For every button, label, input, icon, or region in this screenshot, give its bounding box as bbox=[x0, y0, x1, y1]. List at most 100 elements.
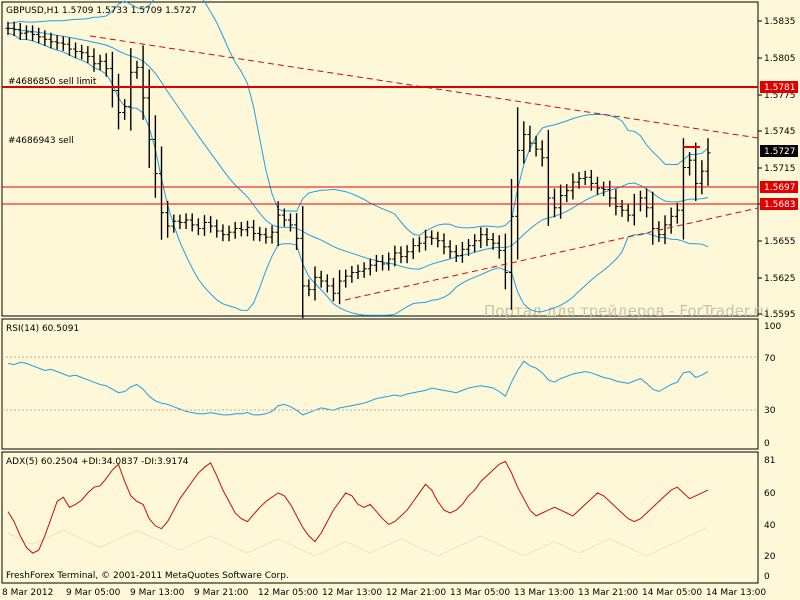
time-axis: 8 Mar 2012 9 Mar 05:00 9 Mar 13:00 9 Mar… bbox=[2, 588, 766, 598]
candle bbox=[459, 241, 465, 263]
candle bbox=[226, 225, 232, 242]
candle bbox=[466, 239, 472, 256]
candle bbox=[478, 227, 484, 249]
candle bbox=[140, 45, 146, 120]
time-tick: 12 Mar 13:00 bbox=[322, 588, 382, 598]
candle bbox=[195, 218, 201, 236]
symbol-info: GBPUSD,H1 1.5709 1.5733 1.5709 1.5727 bbox=[6, 6, 197, 16]
candle bbox=[386, 252, 392, 271]
candle bbox=[263, 228, 269, 244]
rsi-title: RSI(14) 60.5091 bbox=[6, 324, 79, 334]
candle bbox=[410, 238, 416, 260]
level-1-tag-text: 1.5781 bbox=[764, 83, 796, 93]
candle bbox=[91, 48, 97, 72]
candle bbox=[165, 200, 171, 238]
adx-tick: 81 bbox=[764, 456, 775, 466]
candle bbox=[423, 229, 429, 251]
candle bbox=[343, 269, 349, 288]
candle bbox=[177, 214, 183, 230]
support-trendline[interactable] bbox=[344, 207, 759, 301]
candle bbox=[373, 254, 379, 272]
candle bbox=[644, 188, 650, 218]
candle bbox=[134, 60, 140, 79]
price-tick: 1.5625 bbox=[764, 274, 796, 284]
candle bbox=[146, 69, 152, 168]
candle bbox=[435, 231, 441, 248]
time-tick: 13 Mar 13:00 bbox=[514, 588, 574, 598]
copyright-footer: FreshForex Terminal, © 2001-2011 MetaQuo… bbox=[6, 571, 289, 581]
candle bbox=[116, 73, 122, 130]
candle bbox=[349, 265, 355, 283]
candle bbox=[128, 48, 134, 131]
time-tick: 12 Mar 05:00 bbox=[258, 588, 318, 598]
candle bbox=[656, 221, 662, 242]
price-tick: 1.5595 bbox=[764, 310, 796, 320]
candle bbox=[613, 189, 619, 216]
candle bbox=[159, 146, 165, 240]
candle bbox=[171, 214, 177, 233]
current-price-tag-text: 1.5727 bbox=[764, 147, 796, 157]
candle bbox=[183, 213, 189, 230]
price-tick: 1.5655 bbox=[764, 237, 796, 247]
candle bbox=[97, 54, 103, 71]
order-label-1: #4686850 sell limit bbox=[8, 77, 97, 87]
candle bbox=[251, 219, 257, 241]
candle bbox=[36, 27, 42, 44]
candle bbox=[496, 235, 502, 259]
rsi-panel-frame bbox=[1, 318, 759, 450]
time-tick: 13 Mar 05:00 bbox=[450, 588, 510, 598]
di-series bbox=[7, 526, 709, 557]
candle bbox=[79, 44, 85, 60]
level-2-tag bbox=[760, 181, 798, 193]
candle bbox=[576, 171, 582, 189]
candle bbox=[318, 270, 324, 288]
price-tick: 1.5745 bbox=[764, 127, 796, 137]
candle bbox=[607, 180, 613, 207]
candle bbox=[521, 121, 527, 164]
candle bbox=[103, 53, 109, 77]
time-tick: 9 Mar 05:00 bbox=[66, 588, 121, 598]
level-1-tag bbox=[760, 81, 798, 93]
adx-tick: 0 bbox=[764, 572, 770, 582]
candle bbox=[238, 221, 244, 237]
candle bbox=[380, 254, 386, 271]
adx-axis: 81 60 40 20 0 bbox=[764, 456, 776, 582]
candle bbox=[680, 138, 686, 240]
candle bbox=[625, 203, 631, 222]
candle bbox=[515, 107, 521, 260]
candle bbox=[23, 25, 29, 40]
candle bbox=[441, 233, 447, 255]
candle bbox=[484, 228, 490, 247]
candle bbox=[232, 221, 238, 239]
candle bbox=[300, 206, 306, 319]
price-tick: 1.5715 bbox=[764, 164, 796, 174]
candle bbox=[220, 224, 226, 242]
candle bbox=[650, 191, 656, 245]
candle bbox=[269, 225, 275, 244]
time-tick: 12 Mar 21:00 bbox=[386, 588, 446, 598]
candle bbox=[54, 35, 60, 50]
adx-series bbox=[7, 460, 709, 554]
adx-panel-frame bbox=[1, 451, 759, 584]
candle bbox=[472, 234, 478, 253]
resistance-trendline[interactable] bbox=[89, 35, 759, 139]
candle bbox=[545, 129, 551, 226]
candle bbox=[705, 138, 711, 186]
candle bbox=[594, 176, 600, 195]
adx-tick: 60 bbox=[764, 489, 776, 499]
adx-title: ADX(5) 60.2504 +DI:34.0837 -DI:3.9174 bbox=[6, 457, 189, 467]
candle bbox=[281, 208, 287, 227]
candle bbox=[490, 232, 496, 250]
candle bbox=[275, 201, 281, 247]
rsi-line bbox=[7, 360, 709, 416]
rsi-tick: 30 bbox=[764, 406, 776, 416]
candle bbox=[502, 233, 508, 290]
candlesticks bbox=[5, 21, 711, 319]
candle bbox=[48, 32, 54, 49]
candle bbox=[662, 215, 668, 245]
candle bbox=[453, 245, 459, 262]
price-tick: 1.5835 bbox=[764, 17, 796, 27]
candle bbox=[85, 46, 91, 63]
candle bbox=[201, 215, 207, 236]
